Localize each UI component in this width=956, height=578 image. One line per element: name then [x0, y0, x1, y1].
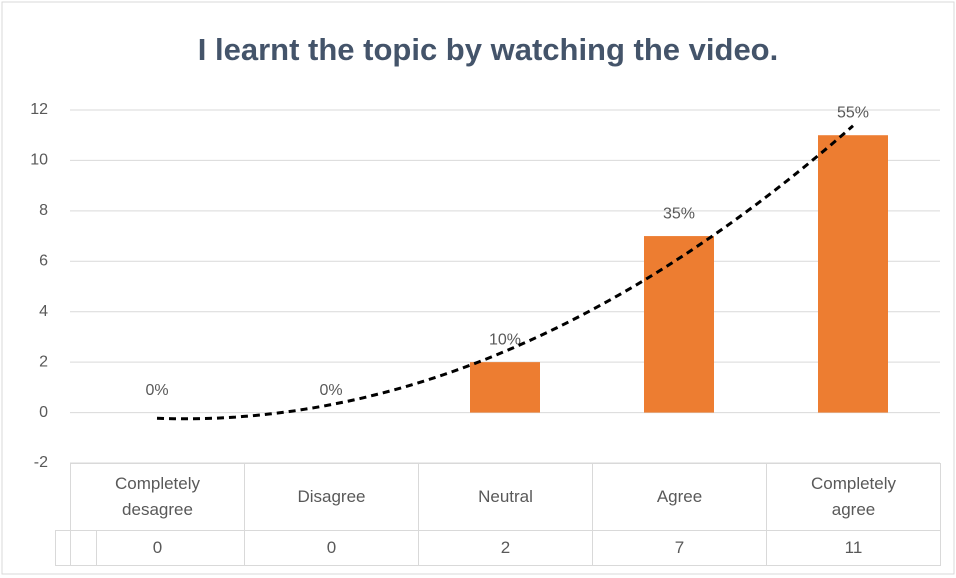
value-cell: 11: [766, 530, 941, 566]
y-tick-label: 2: [39, 353, 48, 370]
category-cell: Neutral: [418, 463, 593, 531]
value-cell: 0: [244, 530, 419, 566]
value-cell: 7: [592, 530, 767, 566]
bar: [818, 135, 888, 413]
y-tick-label: 0: [39, 404, 48, 421]
y-tick-label: 8: [39, 202, 48, 219]
y-tick-label: -2: [34, 454, 48, 471]
category-cell: Disagree: [244, 463, 419, 531]
value-label: 10%: [489, 331, 521, 348]
chart-title: I learnt the topic by watching the video…: [198, 32, 778, 67]
y-tick-label: 6: [39, 253, 48, 270]
bar: [470, 362, 540, 413]
y-tick-label: 10: [30, 152, 48, 169]
trendline: [156, 124, 854, 421]
value-label: 55%: [837, 104, 869, 121]
y-tick-label: 4: [39, 303, 48, 320]
value-label: 0%: [319, 382, 342, 399]
value-label: 35%: [663, 205, 695, 222]
category-cell: Completely agree: [766, 463, 941, 531]
y-tick-label: 12: [30, 101, 48, 118]
category-cell: Agree: [592, 463, 767, 531]
bar: [644, 236, 714, 413]
value-cell: 0: [70, 530, 245, 566]
value-label: 0%: [145, 382, 168, 399]
category-cell: Completely desagree: [70, 463, 245, 531]
value-cell: 2: [418, 530, 593, 566]
